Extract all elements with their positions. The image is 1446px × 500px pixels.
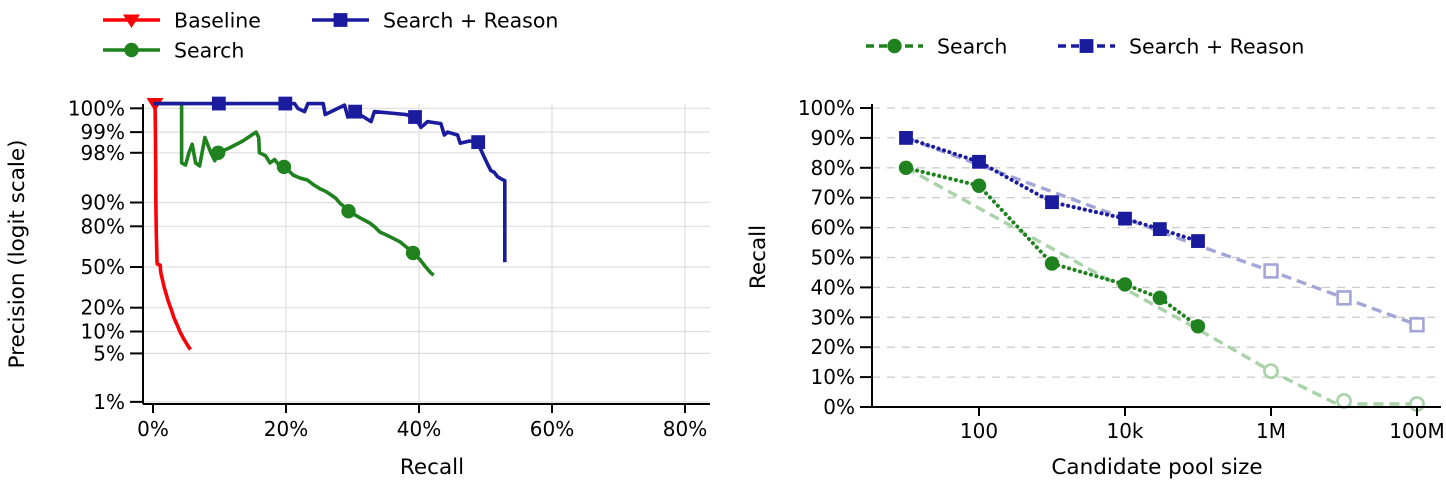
y-tick-label: 60% [811, 216, 855, 240]
legend-item-label: Search + Reason [383, 9, 558, 33]
y-tick-label: 100% [798, 96, 855, 120]
circle-marker [1044, 256, 1060, 271]
series-markers [1263, 263, 1425, 333]
y-tick-label: 40% [811, 275, 855, 299]
square-marker [1152, 222, 1167, 236]
square-marker [408, 110, 422, 124]
x-tick-label: 20% [264, 417, 308, 441]
right-chart-legend: Search Search + Reason [866, 35, 1304, 59]
square-open-marker [1336, 290, 1352, 306]
left-chart-legend: Baseline Search + Reason Search [103, 9, 558, 63]
circle-marker [1117, 277, 1133, 292]
circle-marker [971, 178, 987, 193]
left-x-axis-label: Recall [400, 455, 464, 480]
y-tick-label: 20% [811, 335, 855, 359]
y-tick-label: 10% [811, 365, 855, 389]
right-chart: 0% 10% 20% 30% 40% 50% 60% 70% 80% 90% 100% 100 10k 1… [798, 96, 1445, 443]
y-tick-label: 50% [81, 255, 125, 279]
y-tick-label: 1% [93, 390, 125, 414]
legend-item-search-reason: Search + Reason [1058, 35, 1304, 59]
legend-item-label: Search + Reason [1129, 35, 1304, 59]
x-tick-label: 1M [1256, 419, 1286, 443]
square-marker [1045, 195, 1059, 210]
y-tick-label: 50% [811, 246, 855, 270]
circle-marker [341, 204, 356, 219]
right-grid [872, 107, 1441, 378]
legend-triangle-down-marker [123, 14, 140, 28]
y-tick-label: 0% [823, 395, 855, 419]
square-marker [1118, 211, 1132, 226]
series-markers [210, 145, 421, 261]
legend-item-search-reason: Search + Reason [312, 9, 558, 33]
y-tick-label: 20% [81, 296, 125, 320]
y-tick-label: 30% [811, 305, 855, 329]
series-line-search-reason [153, 101, 507, 263]
series-markers [898, 160, 1206, 334]
square-marker [1191, 234, 1205, 248]
y-tick-label: 100% [68, 96, 125, 120]
circle-marker [405, 245, 421, 261]
x-tick-label: 100M [1389, 419, 1444, 443]
series-line-baseline [153, 103, 192, 351]
legend-item-label: Baseline [174, 9, 261, 33]
square-marker [471, 135, 486, 150]
legend-circle-marker [887, 38, 902, 54]
y-tick-label: 70% [811, 186, 855, 210]
circle-open-marker [1336, 393, 1352, 409]
circle-marker [898, 160, 914, 175]
circle-open-marker [1263, 363, 1279, 380]
y-tick-label: 98% [81, 141, 125, 165]
square-marker [278, 96, 293, 111]
x-tick-label: 0% [137, 417, 169, 441]
square-marker [899, 131, 913, 145]
circle-marker [1152, 290, 1168, 306]
series-markers [211, 96, 486, 150]
right-x-axis-label: Candidate pool size [1051, 455, 1262, 480]
legend-item-search: Search [866, 35, 1007, 59]
legend-item-baseline: Baseline [103, 9, 261, 33]
y-tick-label: 10% [81, 319, 125, 343]
x-tick-label: 40% [397, 417, 441, 441]
series-line-search-trend [905, 166, 1417, 406]
y-tick-label: 99% [81, 120, 125, 144]
series-markers [899, 131, 1205, 248]
y-tick-label: 90% [811, 126, 855, 150]
legend-square-marker [333, 13, 348, 27]
x-tick-label: 100 [960, 419, 998, 443]
left-y-axis-label: Precision (logit scale) [5, 140, 30, 369]
legend-square-marker [1079, 39, 1094, 53]
circle-marker [1190, 319, 1206, 334]
square-marker [348, 104, 363, 119]
series-markers [1263, 363, 1425, 412]
series-line-search [904, 165, 1200, 329]
y-tick-label: 80% [81, 214, 125, 238]
x-tick-label: 80% [663, 417, 707, 441]
legend-item-label: Search [174, 39, 244, 63]
legend-circle-marker [124, 42, 139, 58]
square-marker [972, 154, 986, 169]
square-open-marker [1409, 317, 1425, 333]
y-tick-label: 90% [81, 191, 125, 215]
series-line-search [153, 101, 435, 277]
square-open-marker [1263, 263, 1279, 279]
x-tick-label: 10k [1106, 419, 1143, 443]
y-tick-label: 80% [811, 156, 855, 180]
right-y-axis-label: Recall [746, 225, 771, 289]
legend-item-label: Search [937, 35, 1007, 59]
circle-marker [276, 159, 292, 175]
circle-marker [210, 145, 226, 160]
x-tick-label: 60% [530, 417, 574, 441]
legend-item-search: Search [103, 39, 244, 63]
y-tick-label: 5% [93, 341, 125, 365]
left-chart: 100%99%98%90%80%50%20%10%5%1%0% 20% 40% 60%… [68, 96, 710, 441]
square-marker [211, 96, 226, 111]
